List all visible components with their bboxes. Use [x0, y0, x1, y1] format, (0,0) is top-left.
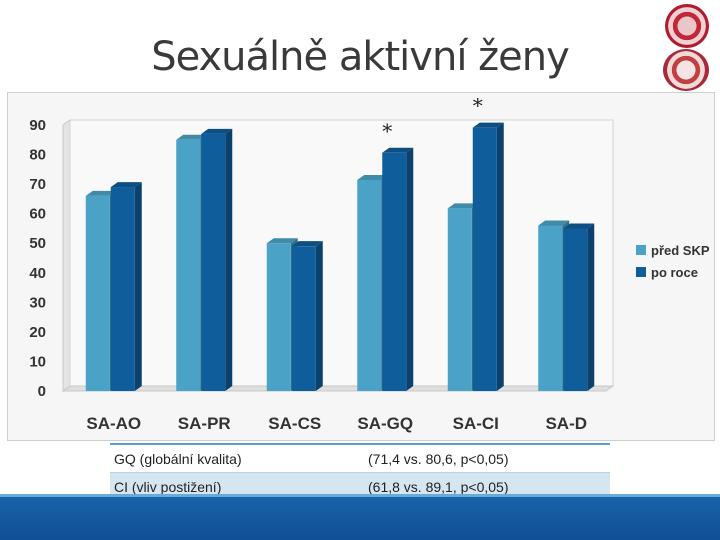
bar	[266, 243, 291, 391]
legend-swatch	[636, 267, 646, 277]
bar-top	[85, 190, 117, 196]
y-tick-label: 20	[29, 324, 46, 341]
y-tick-label: 50	[29, 235, 46, 252]
bar-top	[447, 203, 479, 209]
bar-top	[201, 128, 233, 134]
footer-bar	[0, 497, 720, 540]
bar-side	[587, 223, 595, 391]
x-tick-label: SA-AO	[86, 414, 141, 433]
bar-side	[406, 147, 414, 391]
bar-top	[110, 182, 142, 188]
bar-top	[357, 174, 389, 180]
x-tick-label: SA-GQ	[357, 414, 413, 433]
footer-divider	[0, 494, 720, 497]
bar-top	[266, 238, 298, 244]
y-tick-label: 0	[38, 383, 46, 400]
bar	[291, 246, 316, 391]
legend-label: před SKP	[651, 243, 710, 258]
bar	[472, 127, 497, 391]
x-tick-label: SA-D	[545, 414, 587, 433]
bar-top	[472, 122, 504, 128]
bar-side	[225, 128, 233, 391]
bar-side	[134, 182, 142, 391]
bar	[176, 139, 201, 391]
y-tick-label: 90	[29, 117, 46, 134]
table-cell-value: (71,4 vs. 80,6, p<0,05)	[368, 450, 509, 467]
x-tick-label: SA-CS	[268, 414, 321, 433]
legend-swatch	[636, 245, 646, 255]
x-tick-label: SA-PR	[178, 414, 231, 433]
chart-side-wall	[62, 119, 71, 392]
chart-area: 0 10 20 30 40 50 60 70 80 90 SA-AO SA-PR SA-CS SA-GQ S…	[7, 92, 715, 441]
bar-side	[315, 241, 323, 391]
table-cell-label: CI (vliv postižení)	[114, 478, 222, 495]
bar	[538, 225, 563, 391]
bar	[357, 179, 382, 391]
bar	[563, 228, 588, 391]
y-tick-label: 70	[29, 176, 46, 193]
y-tick-label: 80	[29, 147, 46, 164]
y-tick-label: 60	[29, 206, 46, 223]
y-tick-label: 30	[29, 294, 46, 311]
bar	[85, 195, 110, 391]
significance-asterisk: *	[473, 94, 483, 118]
bar-top	[382, 147, 414, 153]
slide-title: Sexuálně aktivní ženy	[151, 34, 570, 80]
results-table: GQ (globální kvalita) (71,4 vs. 80,6, p<…	[110, 443, 610, 500]
bar-top	[176, 134, 208, 140]
table-cell-label: GQ (globální kvalita)	[114, 450, 242, 467]
bar-top	[538, 220, 570, 226]
bar-top	[291, 241, 323, 247]
bar	[201, 133, 226, 391]
bar	[447, 208, 472, 391]
chart-back-wall	[69, 119, 614, 387]
medical-faculty-seal-logo	[663, 49, 709, 91]
bar-side	[496, 122, 504, 391]
bar	[382, 152, 407, 391]
bar-top	[563, 223, 595, 229]
legend-label: po roce	[651, 265, 698, 280]
y-tick-label: 10	[29, 353, 46, 370]
significance-asterisk: *	[382, 119, 392, 143]
university-seal-logo	[665, 4, 709, 48]
table-cell-value: (61,8 vs. 89,1, p<0,05)	[368, 478, 509, 495]
y-tick-label: 40	[29, 265, 46, 282]
x-tick-label: SA-CI	[453, 414, 499, 433]
bar	[110, 187, 135, 391]
bar-chart: 0 10 20 30 40 50 60 70 80 90 SA-AO SA-PR SA-CS SA-GQ S…	[29, 94, 710, 433]
chart-floor	[61, 385, 615, 392]
table-row: GQ (globální kvalita) (71,4 vs. 80,6, p<…	[110, 443, 610, 473]
